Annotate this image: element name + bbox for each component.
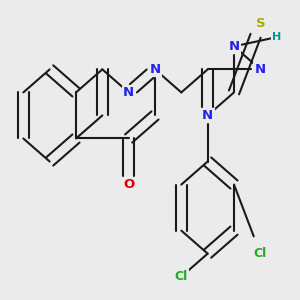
- Text: Cl: Cl: [254, 247, 267, 260]
- Text: O: O: [123, 178, 134, 191]
- Text: N: N: [228, 40, 240, 53]
- Text: N: N: [255, 63, 266, 76]
- Text: N: N: [202, 109, 213, 122]
- Text: N: N: [149, 63, 161, 76]
- Text: S: S: [256, 17, 265, 30]
- Text: H: H: [272, 32, 281, 42]
- Text: Cl: Cl: [175, 270, 188, 283]
- Text: N: N: [123, 86, 134, 99]
